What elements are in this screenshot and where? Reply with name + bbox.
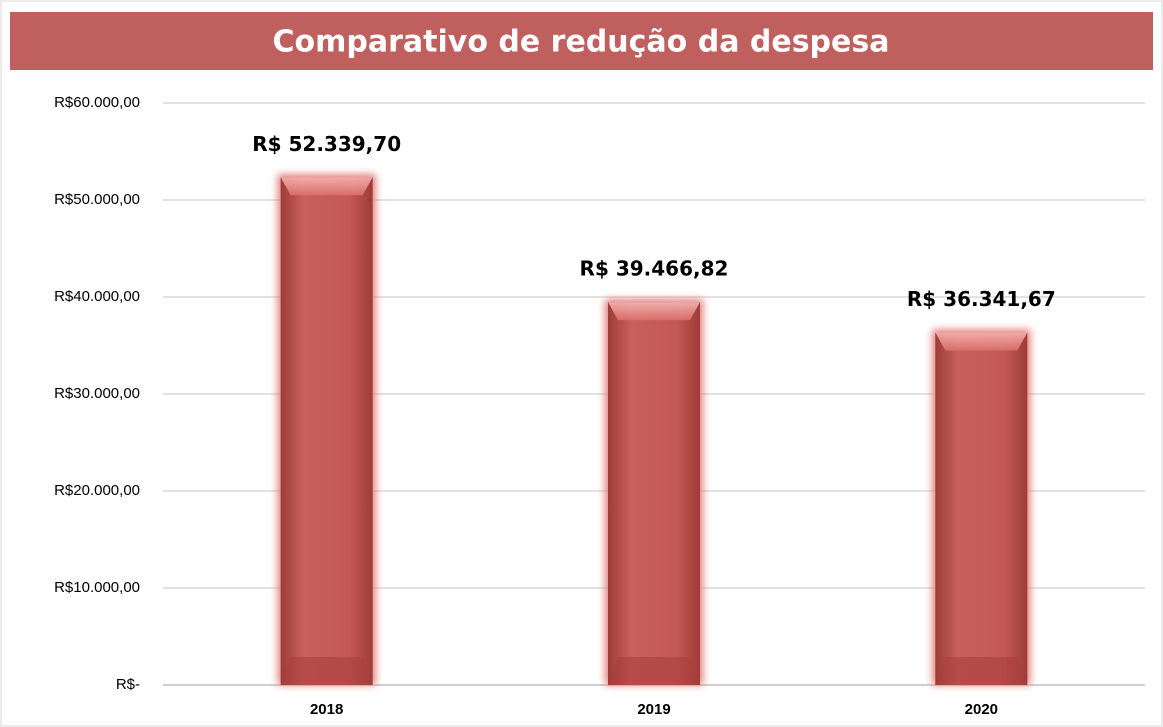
bar xyxy=(608,302,700,685)
y-tick-label: R$20.000,00 xyxy=(54,482,140,499)
bar xyxy=(935,332,1028,685)
y-tick-label: R$60.000,00 xyxy=(54,94,140,111)
value-label: R$ 52.339,70 xyxy=(252,132,401,156)
bar-base xyxy=(935,657,1028,685)
y-tick-label: R$40.000,00 xyxy=(54,288,140,305)
value-label: R$ 39.466,82 xyxy=(580,257,729,281)
y-tick-label: R$10.000,00 xyxy=(54,579,140,596)
title-banner xyxy=(10,12,1153,70)
bar-base xyxy=(280,657,373,685)
chart-title: Comparativo de redução da despesa xyxy=(273,25,890,60)
bar-bevel xyxy=(280,177,373,196)
x-tick-label: 2020 xyxy=(965,701,998,718)
bar-bevel xyxy=(608,302,700,321)
x-tick-label: 2019 xyxy=(637,701,670,718)
bar xyxy=(280,177,373,685)
y-tick-label: R$30.000,00 xyxy=(54,385,140,402)
y-tick-label: R$- xyxy=(116,676,140,693)
bar-base xyxy=(608,657,700,685)
y-tick-label: R$50.000,00 xyxy=(54,191,140,208)
bar-bevel xyxy=(935,332,1028,351)
value-label: R$ 36.341,67 xyxy=(907,287,1056,311)
x-tick-label: 2018 xyxy=(310,701,343,718)
